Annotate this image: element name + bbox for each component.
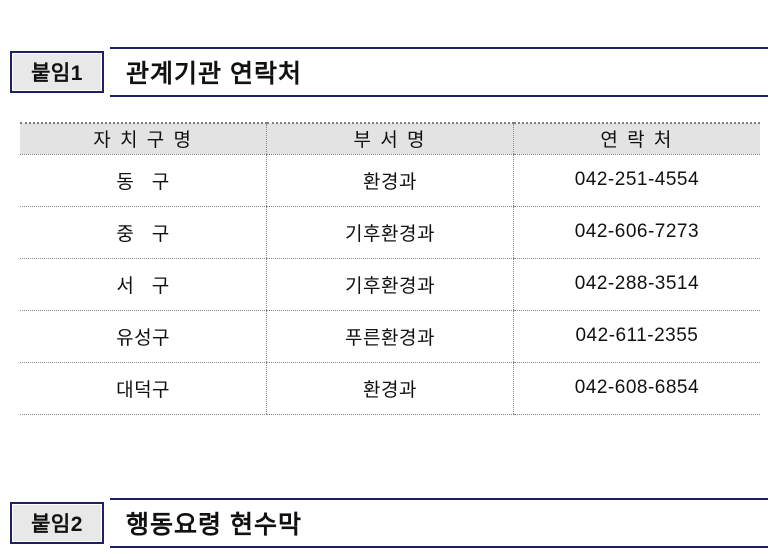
table-row: 중 구 기후환경과 042-606-7273: [20, 206, 760, 259]
cell-district: 중 구: [20, 206, 267, 259]
cell-department: 환경과: [266, 154, 514, 207]
header-district: 자 치 구 명: [20, 122, 267, 155]
attachment2-title: 행동요령 현수막: [110, 498, 768, 548]
cell-district: 유성구: [20, 310, 267, 363]
cell-department: 푸른환경과: [266, 310, 514, 363]
contact-table: 자 치 구 명 부 서 명 연 락 처 동 구 환경과 042-251-4554…: [20, 122, 760, 415]
table-row: 서 구 기후환경과 042-288-3514: [20, 258, 760, 311]
table-row: 동 구 환경과 042-251-4554: [20, 154, 760, 207]
cell-phone: 042-606-7273: [512, 206, 760, 259]
cell-district: 동 구: [20, 154, 267, 207]
cell-phone: 042-611-2355: [512, 310, 760, 363]
cell-department: 기후환경과: [266, 206, 514, 259]
cell-phone: 042-251-4554: [512, 154, 760, 207]
header-department: 부 서 명: [266, 122, 514, 155]
attachment2-badge: 붙임2: [10, 502, 104, 544]
contact-table-header: 자 치 구 명 부 서 명 연 락 처: [20, 122, 760, 155]
attachment1-title: 관계기관 연락처: [110, 47, 768, 97]
cell-phone: 042-288-3514: [512, 258, 760, 311]
cell-district: 대덕구: [20, 362, 267, 415]
cell-district: 서 구: [20, 258, 267, 311]
attachment2-header: 붙임2 행동요령 현수막: [10, 498, 768, 548]
header-row: 자 치 구 명 부 서 명 연 락 처: [20, 122, 760, 155]
cell-department: 환경과: [266, 362, 514, 415]
attachment1-header: 붙임1 관계기관 연락처: [10, 47, 768, 97]
cell-phone: 042-608-6854: [512, 362, 760, 415]
table-row: 유성구 푸른환경과 042-611-2355: [20, 310, 760, 363]
table-row: 대덕구 환경과 042-608-6854: [20, 362, 760, 415]
cell-department: 기후환경과: [266, 258, 514, 311]
attachment1-badge: 붙임1: [10, 51, 104, 93]
contact-table-body: 동 구 환경과 042-251-4554 중 구 기후환경과 042-606-7…: [20, 154, 760, 415]
header-phone: 연 락 처: [512, 122, 760, 155]
